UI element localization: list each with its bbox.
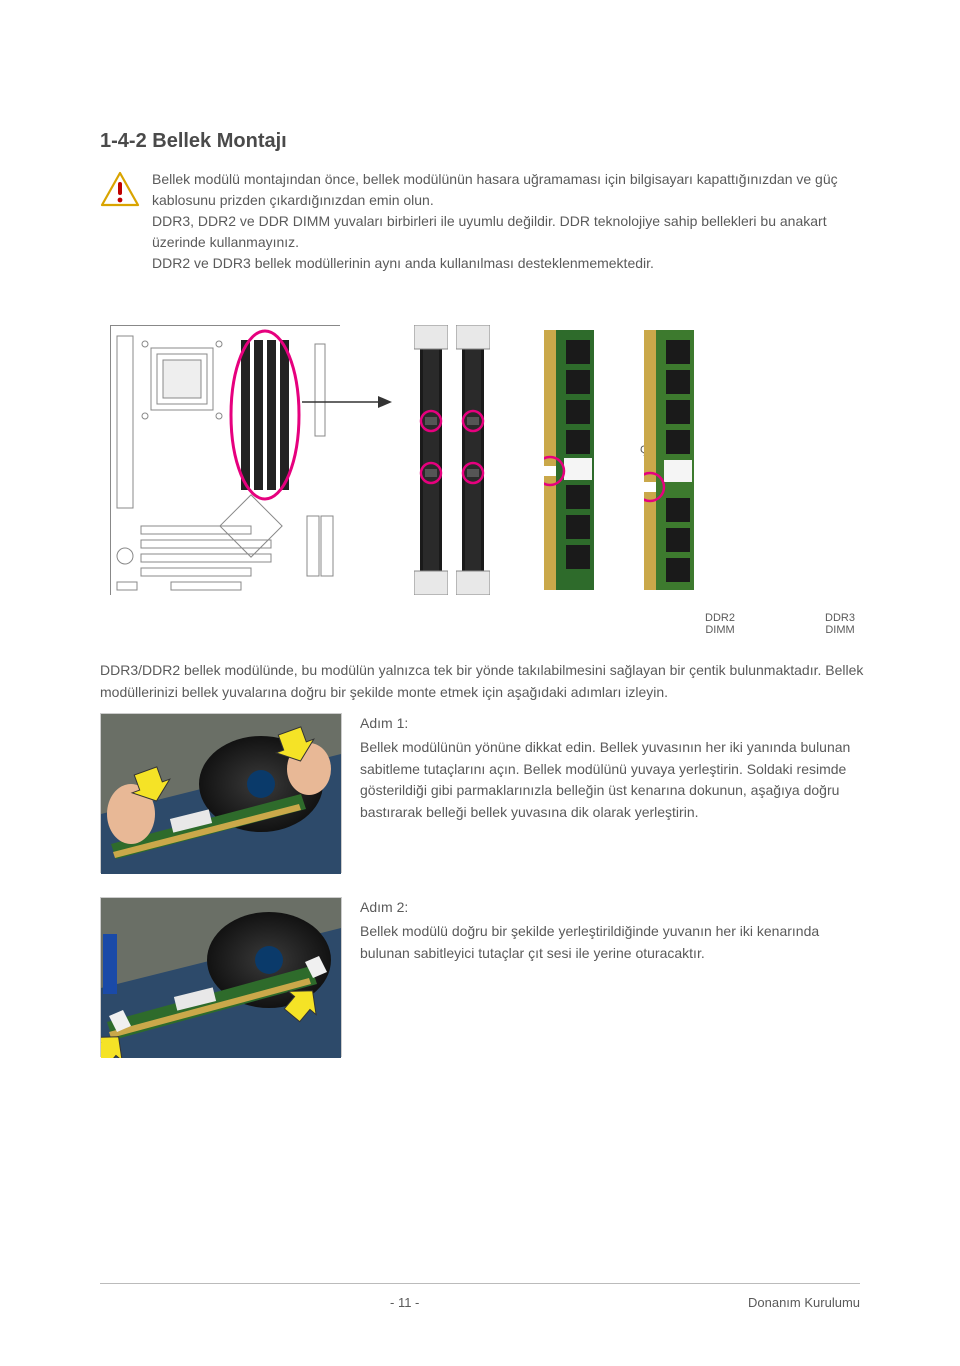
ddr3-label: DDR3 DIMM <box>810 612 870 636</box>
page-footer: - 11 - Donanım Kurulumu <box>0 1295 960 1310</box>
step-2-photo <box>100 897 342 1057</box>
ddr2-stick <box>544 330 604 590</box>
intro-paragraph: DDR3/DDR2 bellek modülünde, bu modülün y… <box>100 660 865 703</box>
arrow-icon <box>302 392 392 417</box>
step-1-block: Adım 1: Bellek modülünün yönüne dikkat e… <box>100 713 865 873</box>
warning-p3: DDR2 ve DDR3 bellek modüllerinin aynı an… <box>152 255 654 271</box>
warning-text: Bellek modülü montajından önce, bellek m… <box>152 169 865 274</box>
ram-sticks <box>544 330 704 590</box>
step-1-photo <box>100 713 342 873</box>
ram-labels: DDR2 DIMM DDR3 DIMM <box>690 612 870 636</box>
step-2-block: Adım 2: Bellek modülü doğru bir şekilde … <box>100 897 865 1057</box>
footer-section: Donanım Kurulumu <box>748 1295 860 1310</box>
warning-icon <box>100 171 140 212</box>
step-2-body: Bellek modülü doğru bir şekilde yerleşti… <box>360 923 819 961</box>
page-number: - 11 - <box>390 1295 419 1310</box>
footer-rule <box>100 1283 860 1284</box>
dimm-slot-closeup <box>414 325 490 595</box>
step-2-title: Adım 2: <box>360 897 865 919</box>
ddr2-label: DDR2 DIMM <box>690 612 750 636</box>
warning-p1: Bellek modülü montajından önce, bellek m… <box>152 171 838 208</box>
ddr3-stick <box>644 330 704 590</box>
step-1-title: Adım 1: <box>360 713 865 735</box>
warning-p2: DDR3, DDR2 ve DDR DIMM yuvaları birbirle… <box>152 213 827 250</box>
step-1-text: Adım 1: Bellek modülünün yönüne dikkat e… <box>360 713 865 823</box>
step-2-text: Adım 2: Bellek modülü doğru bir şekilde … <box>360 897 865 964</box>
figure-row: Çentik <box>110 310 865 610</box>
warning-block: Bellek modülü montajından önce, bellek m… <box>100 169 865 274</box>
step-1-body: Bellek modülünün yönüne dikkat edin. Bel… <box>360 739 850 820</box>
section-heading: 1-4-2 Bellek Montajı <box>100 130 865 153</box>
motherboard-diagram <box>110 325 340 595</box>
